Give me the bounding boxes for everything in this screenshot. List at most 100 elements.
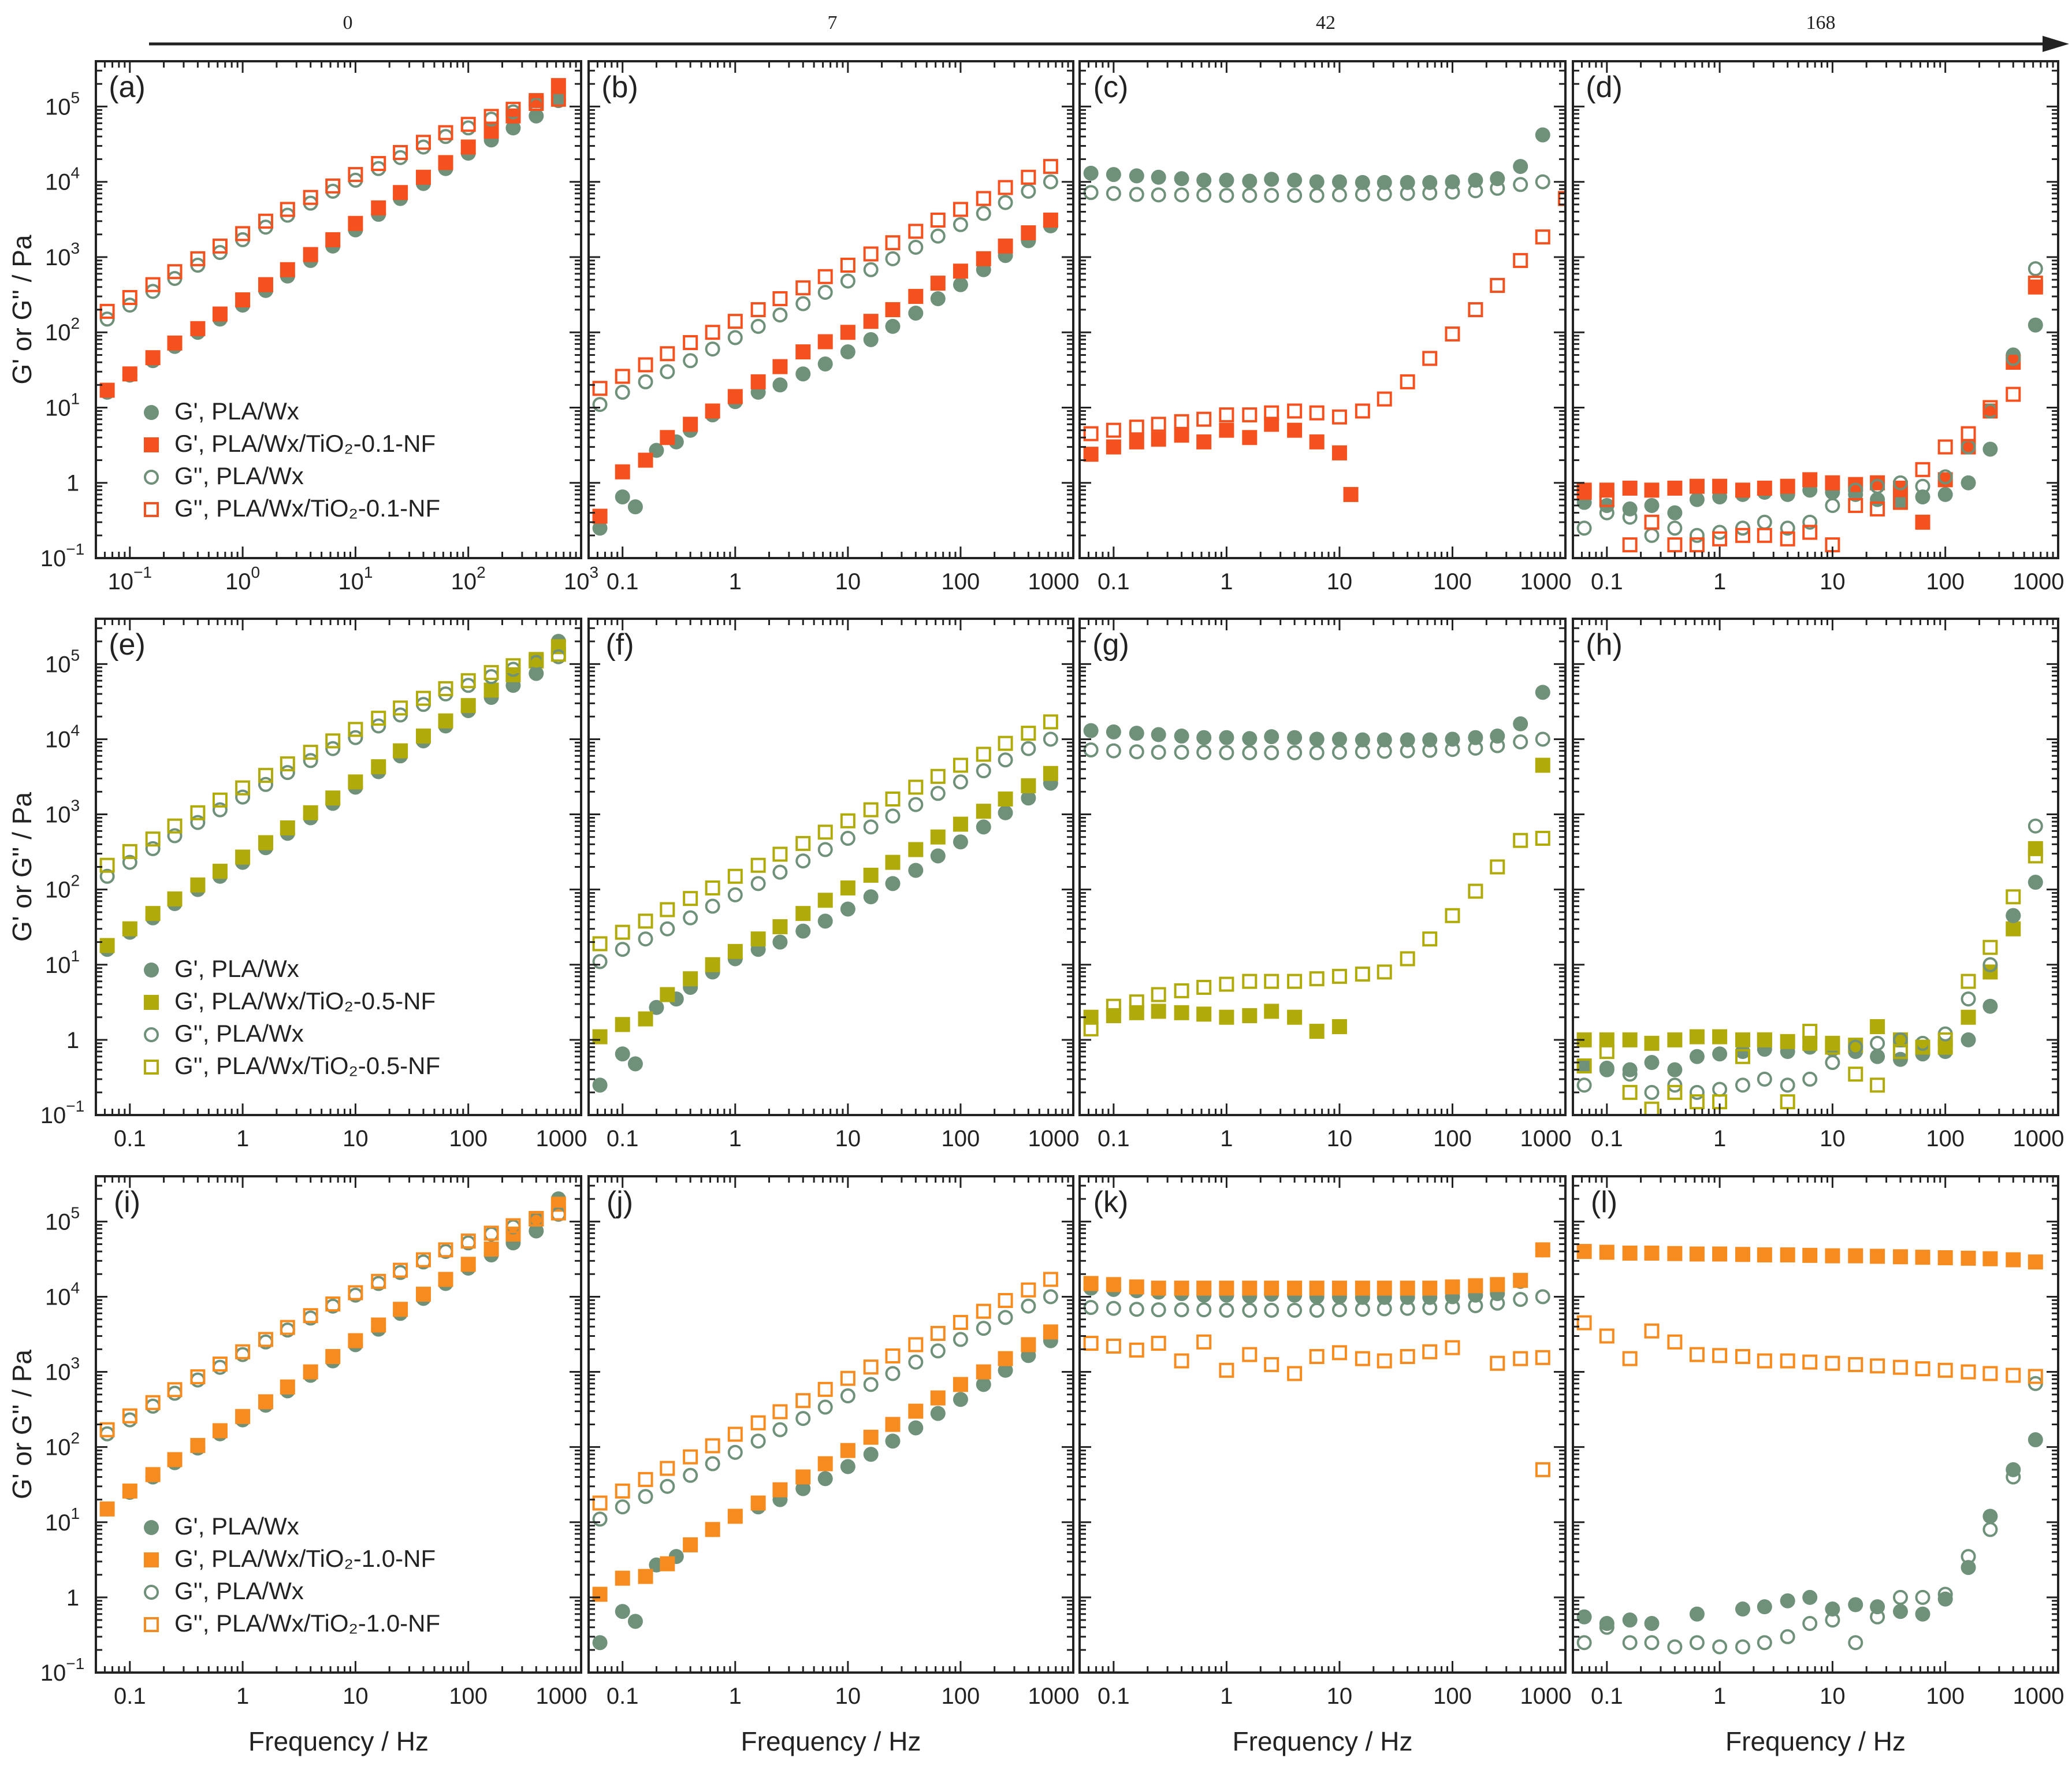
plot-frame [1078, 60, 1567, 559]
data-point [483, 665, 499, 681]
data-point [2028, 279, 2043, 295]
data-point [750, 857, 766, 873]
data-point [998, 1310, 1013, 1325]
data-point [1219, 976, 1234, 992]
x-tick-label: 100 [1926, 1684, 1965, 1709]
data-point [1309, 1302, 1325, 1318]
data-point [2028, 1432, 2043, 1448]
y-tick-label: 1 [66, 471, 79, 496]
data-point [258, 776, 273, 792]
data-point [1106, 743, 1121, 759]
y-tick-labels-i: 10−1 1 101 102 103 104 105 [40, 1203, 84, 1686]
data-point [930, 768, 946, 784]
data-point [1331, 1302, 1347, 1318]
data-point [683, 335, 698, 351]
data-point [1377, 744, 1392, 759]
data-point [1287, 1009, 1303, 1025]
data-point [1309, 188, 1325, 203]
data-point [1331, 745, 1347, 760]
x-tick-label: 101 [338, 563, 373, 594]
data-point [817, 269, 833, 284]
data-point [393, 1262, 408, 1278]
x-tick-label: 0.1 [607, 1126, 639, 1151]
data-point [190, 1372, 206, 1388]
data-point [1982, 939, 1998, 955]
data-point [1825, 1355, 1840, 1371]
data-point [592, 1635, 608, 1651]
data-point [1535, 685, 1550, 700]
data-point [1174, 983, 1189, 998]
data-point [1689, 1049, 1705, 1064]
data-point [840, 1388, 855, 1404]
data-point [167, 264, 183, 280]
legend-entry: G'', PLA/Wx/TiO₂-0.5-NF [174, 1052, 440, 1079]
data-point [1083, 447, 1099, 462]
data-point [1689, 1246, 1705, 1262]
data-point [1780, 531, 1795, 547]
data-point [1174, 1302, 1189, 1318]
data-point [303, 805, 318, 820]
data-point [908, 305, 924, 321]
data-point [1106, 1277, 1121, 1292]
data-point [705, 880, 720, 895]
data-point [1802, 514, 1818, 530]
data-point [1264, 1302, 1279, 1318]
data-point [99, 311, 115, 327]
data-point [1174, 745, 1189, 760]
data-point [627, 499, 643, 515]
data-point [930, 829, 946, 845]
data-point [325, 790, 341, 806]
panel-label: (b) [601, 70, 638, 104]
data-point [1825, 1248, 1840, 1264]
legend-entry: G'', PLA/Wx/TiO₂-1.0-NF [174, 1610, 440, 1637]
legend-entry: G', PLA/Wx/TiO₂-0.5-NF [174, 987, 436, 1015]
data-point [683, 910, 698, 926]
data-point [705, 1438, 720, 1454]
data-point [1961, 1032, 1976, 1047]
data-point [1982, 400, 1998, 415]
data-point [1513, 716, 1528, 731]
data-point [863, 867, 879, 883]
y-tick-label: 105 [45, 1203, 80, 1235]
data-point [953, 217, 968, 232]
x-tick-labels-b: 0.1 1 10 100 1000 [607, 569, 1080, 594]
series-d-3 [1576, 276, 2043, 553]
panel-label: (e) [109, 628, 146, 662]
data-points-j [592, 1272, 1058, 1651]
data-point [1535, 1350, 1550, 1365]
data-point [1219, 172, 1234, 188]
data-point [976, 191, 991, 206]
data-point [1757, 1032, 1772, 1047]
data-point [840, 325, 855, 340]
data-point [1445, 731, 1460, 747]
x-tick-label: 0.1 [607, 1684, 639, 1709]
data-point [235, 226, 251, 241]
data-point [438, 129, 453, 144]
data-point [615, 369, 630, 384]
data-point [1196, 172, 1212, 188]
data-point [1242, 1008, 1258, 1023]
data-point [1264, 188, 1279, 203]
data-point [1780, 1629, 1795, 1644]
y-tick-label: 10−1 [40, 1097, 84, 1128]
data-point [953, 1392, 968, 1407]
data-point [953, 263, 968, 279]
y-tick-label: 104 [45, 1279, 80, 1310]
data-point [145, 1398, 161, 1414]
data-point [1599, 1328, 1615, 1344]
data-point [1151, 417, 1166, 432]
data-point [2006, 387, 2021, 402]
data-point [727, 868, 743, 884]
data-point [460, 139, 476, 155]
legend-entry: G', PLA/Wx [174, 397, 299, 425]
data-point [1780, 478, 1795, 494]
data-point [1915, 478, 1930, 494]
data-point [1287, 1366, 1303, 1381]
data-point [1151, 987, 1166, 1002]
data-point [212, 1423, 228, 1439]
data-point [998, 238, 1013, 254]
panel-label: (f) [605, 628, 634, 662]
data-point [145, 1395, 161, 1410]
data-point [1287, 172, 1303, 188]
data-point [795, 344, 811, 360]
